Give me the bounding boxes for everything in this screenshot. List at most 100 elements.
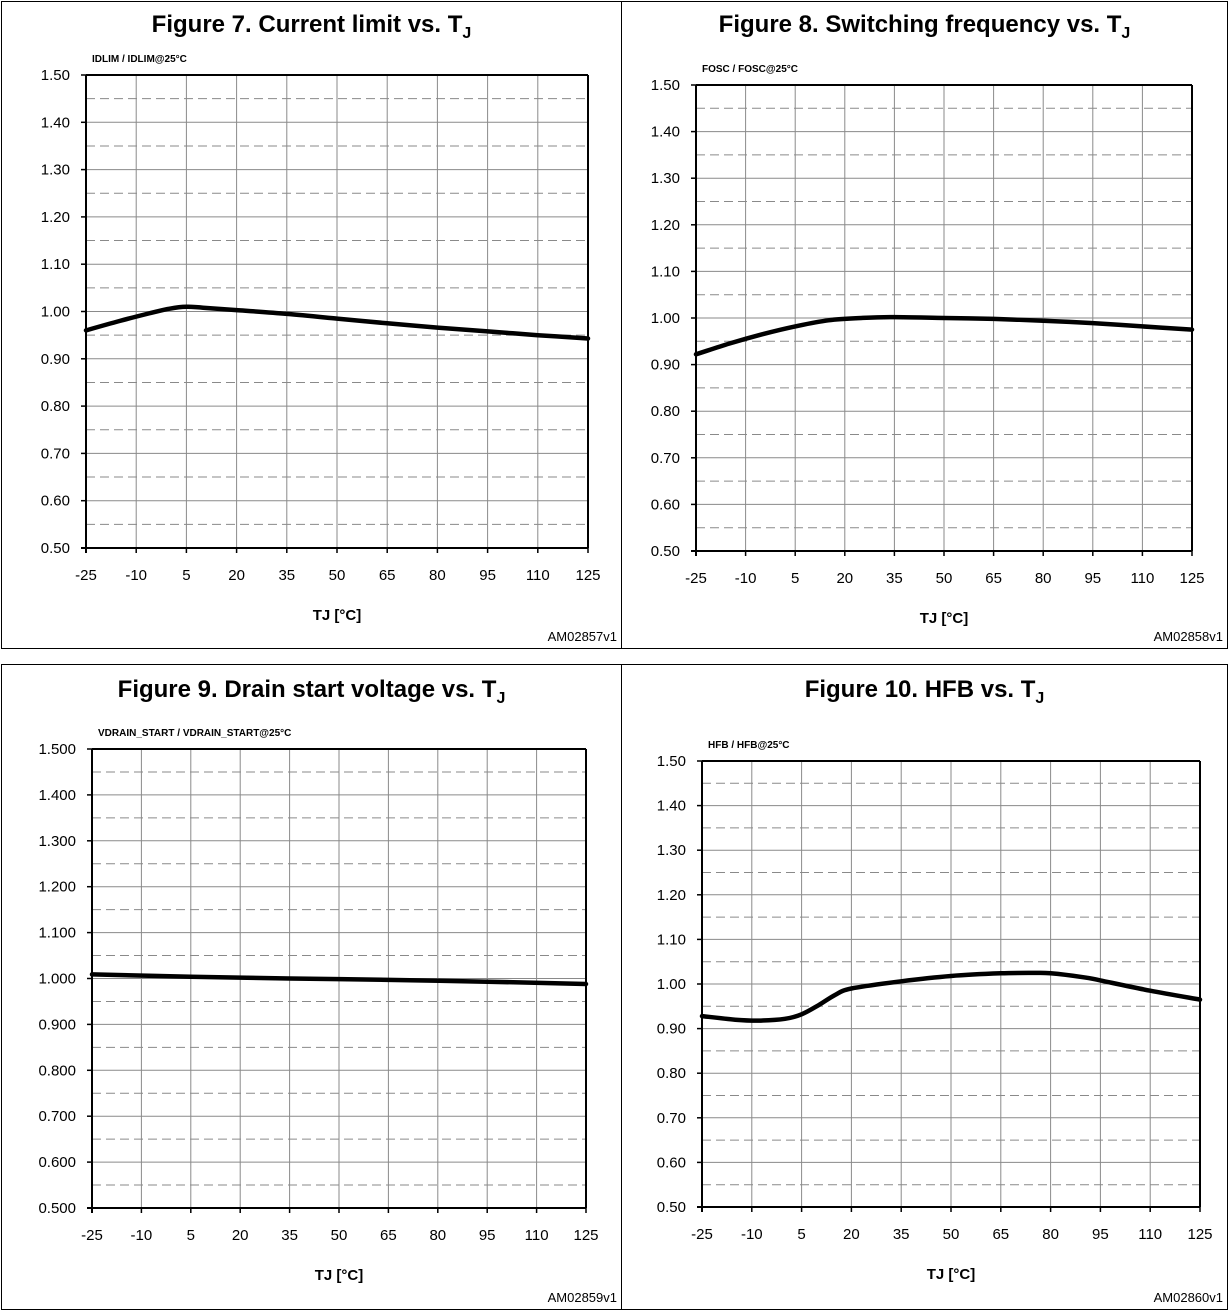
x-tick-label: 5	[791, 570, 799, 587]
y-tick-label: 0.50	[41, 540, 70, 557]
x-tick-label: 20	[843, 1226, 860, 1243]
x-tick-label: -10	[131, 1227, 153, 1244]
x-tick-label: -10	[735, 570, 757, 587]
x-tick-label: 35	[893, 1226, 910, 1243]
y-tick-label: 1.00	[651, 310, 680, 327]
x-tick-label: 20	[836, 570, 853, 587]
figure-title-text: Figure 9. Drain start voltage vs. T	[117, 676, 497, 703]
y-tick-label: 1.400	[38, 787, 76, 804]
x-tick-label: 5	[187, 1227, 195, 1244]
figure-title: Figure 10. HFB vs. TJ	[622, 675, 1227, 714]
x-tick-label: 65	[379, 567, 396, 584]
y-tick-label: 1.200	[38, 879, 76, 896]
y-tick-label: 1.50	[657, 753, 686, 770]
figure-title: Figure 7. Current limit vs. TJ	[2, 10, 621, 49]
x-tick-label: 125	[575, 567, 600, 584]
y-tick-label: 1.30	[657, 842, 686, 859]
y-tick-label: 0.70	[41, 445, 70, 462]
x-tick-label: 80	[429, 1227, 446, 1244]
x-axis-label: TJ [°C]	[927, 1266, 976, 1283]
figure-title-subscript: J	[462, 25, 472, 42]
figure-10-panel: Figure 10. HFB vs. TJ HFB / HFB@25°C 0.50…	[621, 664, 1228, 1310]
y-tick-label: 1.20	[651, 217, 680, 234]
x-tick-label: -25	[75, 567, 97, 584]
series-line	[89, 972, 589, 987]
y-tick-label: 0.60	[651, 496, 680, 513]
x-tick-label: 80	[1035, 570, 1052, 587]
x-tick-label: 35	[278, 567, 295, 584]
y-tick-label: 1.40	[657, 798, 686, 815]
figure-code: AM02858v1	[1153, 629, 1223, 644]
y-axis-label: VDRAIN_START / VDRAIN_START@25°C	[98, 728, 291, 739]
x-tick-label: 110	[525, 1227, 549, 1244]
y-tick-label: 1.500	[38, 741, 76, 758]
y-tick-label: 0.90	[657, 1021, 686, 1038]
hfb-chart: HFB / HFB@25°C 0.50 0.60 0.70 0.80 0.90 1.00 1.…	[657, 740, 1213, 1283]
y-tick-label: 1.100	[38, 925, 76, 942]
x-tick-label: 80	[429, 567, 446, 584]
x-tick-label: 35	[886, 570, 903, 587]
y-tick-label: 1.40	[651, 124, 680, 141]
y-tick-label: 0.500	[38, 1200, 76, 1217]
current-limit-chart: IDLIM / IDLIM@25°C 0.50 0.60 0.70 0.80 0.90 1.…	[41, 54, 601, 624]
figure-8-panel: Figure 8. Switching frequency vs. TJ FOS…	[621, 1, 1228, 649]
y-tick-label: 0.90	[651, 357, 680, 374]
x-tick-label: -25	[691, 1226, 713, 1243]
x-tick-label: 50	[936, 570, 953, 587]
x-tick-label: 80	[1042, 1226, 1059, 1243]
x-tick-label: -25	[685, 570, 707, 587]
y-tick-label: 1.10	[657, 931, 686, 948]
x-tick-label: 95	[479, 567, 496, 584]
x-tick-label: 5	[797, 1226, 805, 1243]
figure-9-panel: Figure 9. Drain start voltage vs. TJ VDR…	[1, 664, 622, 1310]
y-tick-label: 0.80	[651, 403, 680, 420]
figure-title: Figure 8. Switching frequency vs. TJ	[622, 10, 1227, 49]
y-tick-label: 0.50	[657, 1199, 686, 1216]
x-axis-label: TJ [°C]	[315, 1267, 364, 1284]
y-axis-label: HFB / HFB@25°C	[708, 740, 790, 751]
y-tick-label: 0.900	[38, 1016, 76, 1033]
x-tick-label: 65	[985, 570, 1002, 587]
figure-code: AM02857v1	[547, 629, 617, 644]
x-tick-label: -25	[81, 1227, 103, 1244]
figure-7-panel: Figure 7. Current limit vs. TJ IDLIM / I…	[1, 1, 622, 649]
figure-title-subscript: J	[1035, 690, 1045, 707]
x-tick-label: 110	[1130, 570, 1154, 587]
x-tick-label: 5	[182, 567, 190, 584]
figure-title-subscript: J	[496, 690, 506, 707]
y-tick-label: 1.300	[38, 833, 76, 850]
x-axis-label: TJ [°C]	[920, 610, 969, 627]
y-tick-label: 0.50	[651, 543, 680, 560]
series-line	[83, 304, 591, 341]
x-tick-label: 50	[329, 567, 346, 584]
y-tick-label: 1.50	[651, 77, 680, 94]
y-tick-label: 0.60	[41, 493, 70, 510]
x-tick-label: 95	[1092, 1226, 1109, 1243]
y-tick-label: 0.80	[41, 398, 70, 415]
series-line	[693, 314, 1195, 357]
switching-frequency-chart: FOSC / FOSC@25°C 0.50 0.60 0.70 0.80 0.90 1.00…	[651, 64, 1205, 627]
y-axis-label: IDLIM / IDLIM@25°C	[92, 54, 187, 65]
drain-start-voltage-chart: VDRAIN_START / VDRAIN_START@25°C 0.500 0.6…	[38, 728, 598, 1284]
x-axis-label: TJ [°C]	[313, 607, 362, 624]
y-tick-label: 0.700	[38, 1108, 76, 1125]
y-tick-label: 0.90	[41, 351, 70, 368]
x-tick-label: 110	[1138, 1226, 1162, 1243]
x-tick-label: 125	[573, 1227, 598, 1244]
figure-title-text: Figure 8. Switching frequency vs. T	[718, 11, 1122, 38]
x-tick-label: 125	[1187, 1226, 1212, 1243]
y-tick-label: 1.000	[38, 971, 76, 988]
series-line	[699, 970, 1203, 1023]
y-tick-label: 0.60	[657, 1154, 686, 1171]
y-tick-label: 1.30	[41, 162, 70, 179]
figure-code: AM02860v1	[1153, 1290, 1223, 1305]
x-tick-label: 65	[992, 1226, 1009, 1243]
y-tick-label: 0.80	[657, 1065, 686, 1082]
x-tick-label: 20	[232, 1227, 249, 1244]
y-tick-label: 0.70	[657, 1110, 686, 1127]
x-tick-label: 35	[281, 1227, 298, 1244]
y-tick-label: 0.600	[38, 1154, 76, 1171]
y-tick-label: 0.800	[38, 1062, 76, 1079]
y-axis-label: FOSC / FOSC@25°C	[702, 64, 798, 75]
figure-title-text: Figure 7. Current limit vs. T	[151, 11, 463, 38]
